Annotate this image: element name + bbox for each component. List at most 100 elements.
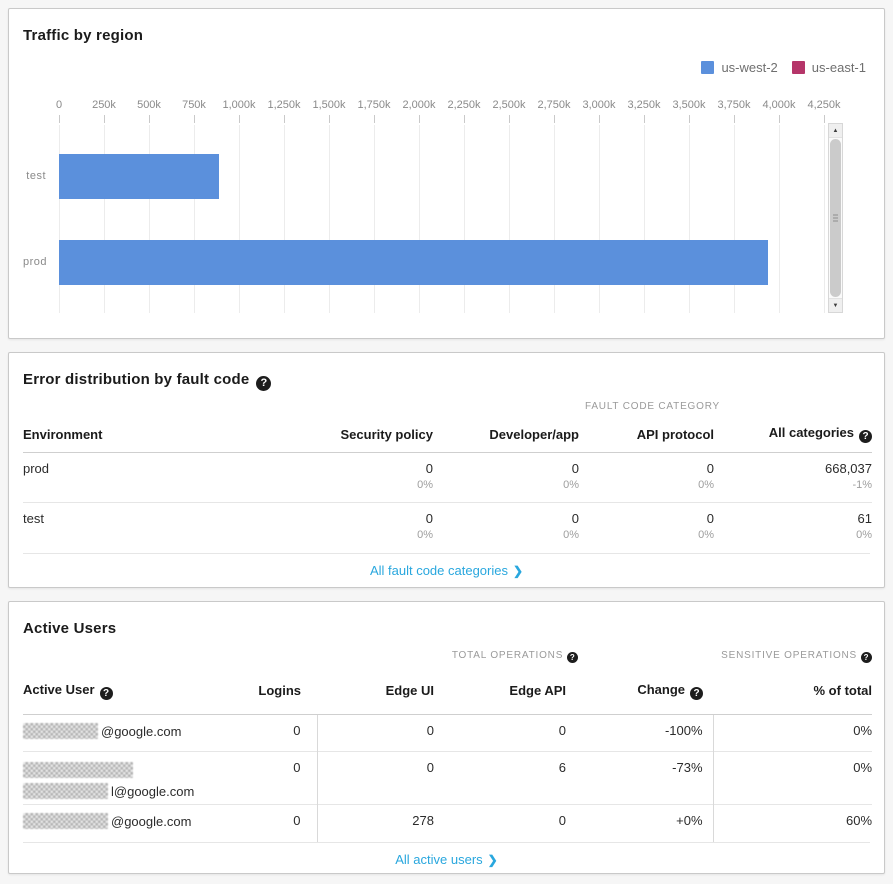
y-axis-label-test: test [26,170,46,182]
logins-cell: 0 [203,803,317,842]
col-header-text: Change [637,681,686,697]
x-axis-label: 4,250k [807,99,841,111]
link-text: All fault code categories [369,562,508,578]
chart-legend: us-west-2 us-east-1 [23,59,870,75]
active-users-table: TOTAL OPERATIONS SENSITIVE OPERATIONS Ac… [23,644,873,842]
gridline [239,125,240,313]
active-user-cell: @google.com [23,714,203,751]
gridline [464,125,465,313]
x-axis-label: 250k [92,99,116,111]
all-active-users-link[interactable]: All active users ❯ [395,852,497,867]
legend-swatch-us-west-2 [701,60,715,74]
col-header-logins: Logins [203,668,317,715]
x-axis-label: 3,750k [717,99,751,111]
chart-scrollbar[interactable]: ▲ ▼ [828,123,843,313]
link-text: All active users [395,851,483,867]
redacted-text [23,812,108,829]
x-axis-tick [824,115,825,123]
cell-value: 0 [425,460,433,476]
group-label-fault-code-category: FAULT CODE CATEGORY [584,401,721,412]
col-header-change: Change [569,668,714,715]
group-label-sensitive-operations: SENSITIVE OPERATIONS [713,644,873,668]
scrollbar-down-arrow-icon[interactable]: ▼ [829,298,842,312]
users-table-group-row: TOTAL OPERATIONS SENSITIVE OPERATIONS [23,644,873,668]
chevron-right-icon: ❯ [512,563,524,578]
value-cell: 0 0% [579,452,714,502]
panel-title-text: Error distribution by fault code [23,371,250,388]
help-icon[interactable] [861,652,873,663]
change-cell: -73% [569,750,714,804]
error-distribution-panel: Error distribution by fault code FAULT C… [8,352,885,588]
email-text: @google.com [111,813,192,829]
edge-ui-cell: 0 [316,750,437,804]
help-icon[interactable] [859,430,872,444]
gridline [599,125,600,313]
pct-of_total-cell: 0% [712,750,873,804]
table-row-user-2: l@google.com 0 0 6 -73% 0% [23,750,873,804]
edge-api-cell: 0 [437,803,569,842]
scrollbar-thumb[interactable] [830,139,841,297]
email-text: @google.com [101,723,182,739]
users-panel-footer: All active users ❯ [23,842,870,875]
gridline [374,125,375,313]
cell-sub-percent: 0% [563,528,579,541]
chevron-right-icon: ❯ [487,852,498,867]
bar-prod-us-west-2 [59,240,768,285]
bar-test-us-west-2 [59,154,219,199]
cell-value: 61 [857,510,872,526]
edge-ui-cell: 278 [316,803,437,842]
x-axis-tick [599,115,600,123]
error-table-header-row: Environment Security policy Developer/ap… [23,417,872,453]
x-axis-tick [779,115,780,123]
group-label-text: TOTAL OPERATIONS [451,650,564,661]
x-axis-tick [329,115,330,123]
value-cell: 0 0% [579,501,714,553]
gridline [734,125,735,313]
gridline [194,125,195,313]
y-axis-label-prod: prod [23,256,48,268]
edge-api-cell: 6 [437,750,569,804]
x-axis-label: 3,250k [627,99,661,111]
col-header-edge-api: Edge API [437,668,569,715]
x-axis-tick [419,115,420,123]
col-header-all-categories: All categories [714,417,872,453]
change-cell: -100% [664,722,703,738]
help-icon[interactable] [99,686,113,700]
group-label-total-operations: TOTAL OPERATIONS [317,644,713,668]
all-fault-code-categories-link[interactable]: All fault code categories ❯ [370,563,523,578]
redacted-text [23,722,98,739]
cell-sub-percent: 0% [856,528,872,541]
col-header-text: Active User [23,681,95,697]
gridline [509,125,510,313]
active-users-panel: Active Users TOTAL OPERATIONS SENSITIVE … [8,601,885,874]
help-icon[interactable] [690,686,704,700]
x-axis-tick [644,115,645,123]
x-axis-tick [104,115,105,123]
x-axis-label: 1,500k [312,99,346,111]
cell-sub-percent: -1% [852,478,872,491]
gridline [59,125,60,313]
gridline [644,125,645,313]
error-table-group-row: FAULT CODE CATEGORY [23,395,872,417]
x-axis-tick [464,115,465,123]
legend-item-us-east-1: us-east-1 [791,60,866,75]
gridline [689,125,690,313]
help-icon[interactable] [567,652,579,663]
col-header-edge-ui: Edge UI [317,668,437,715]
scrollbar-grip-icon [833,214,838,222]
redacted-name-line [23,760,203,781]
x-axis-label: 3,000k [582,99,616,111]
logins-cell: 0 [293,722,301,738]
x-axis-label: 2,500k [492,99,526,111]
x-axis-label: 2,750k [537,99,571,111]
x-axis-tick [734,115,735,123]
cell-value: 0 [571,460,579,476]
gridline [284,125,285,313]
help-icon[interactable] [256,376,272,391]
environment-cell: prod [23,460,50,476]
x-axis-label: 3,500k [672,99,706,111]
scrollbar-up-arrow-icon[interactable]: ▲ [829,124,842,138]
x-axis-label: 1,000k [222,99,256,111]
col-header-pct-of-total: % of total [713,668,873,715]
pct-of_total-cell: 60% [712,803,873,842]
